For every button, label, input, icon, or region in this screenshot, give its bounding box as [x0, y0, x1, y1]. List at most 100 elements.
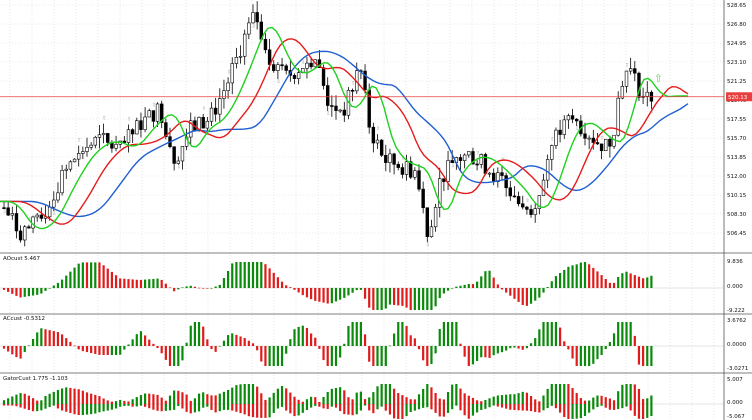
ac-histogram-bar	[189, 325, 192, 346]
fractal-marker: ⇩	[252, 23, 256, 29]
candle-body	[247, 22, 251, 35]
gator-lower-bar	[189, 404, 192, 414]
gator-lower-bar	[480, 404, 483, 410]
ao-indicator-pane[interactable]	[0, 262, 724, 310]
gator-upper-bar	[608, 398, 611, 404]
candle-body	[458, 157, 463, 161]
candle-body	[72, 158, 77, 163]
gator-tick-bottom: -5.067	[727, 414, 745, 420]
gator-lower-bar	[19, 404, 22, 408]
ac-histogram-bar	[173, 346, 176, 366]
candle-body	[562, 119, 566, 135]
ac-histogram-bar	[405, 325, 408, 346]
gator-lower-bar	[119, 404, 122, 407]
ac-histogram-bar	[197, 322, 201, 346]
gator-lower-bar	[297, 404, 300, 416]
ao-histogram-bar	[139, 279, 143, 288]
ao-histogram-bar	[27, 288, 30, 297]
ac-histogram-bar	[256, 346, 259, 351]
gator-upper-bar	[542, 395, 545, 404]
gator-lower-bar	[206, 404, 209, 407]
ao-histogram-bar	[546, 286, 549, 288]
ao-histogram-bar	[98, 262, 101, 288]
gator-upper-bar	[214, 395, 217, 404]
candle-body	[280, 64, 284, 67]
gator-upper-bar	[339, 387, 342, 404]
ac-indicator-pane[interactable]	[0, 322, 724, 366]
ao-histogram-bar	[554, 276, 558, 288]
ao-histogram-bar	[2, 288, 6, 290]
ac-histogram-bar	[380, 346, 383, 366]
gator-upper-bar	[227, 389, 230, 404]
gator-lower-bar	[15, 404, 18, 407]
ao-histogram-bar	[476, 281, 479, 288]
gator-lower-bar	[23, 404, 26, 409]
price-pane[interactable]: ⇩⇧⇩⇧⇧ ⇧⇧⇩⇧⇧⇩⇩⇧⇩⇧⇧⇧⇩⇩⇧⇧⇧⇧⇩⇧⇧⇩⇧	[0, 1, 724, 248]
gator-upper-bar	[85, 392, 89, 404]
gator-lower-bar	[517, 404, 520, 411]
candle-body	[583, 133, 587, 139]
ao-histogram-bar	[197, 287, 201, 289]
candle-body	[309, 62, 313, 68]
candle-body	[500, 172, 504, 176]
ac-histogram-bar	[260, 346, 263, 362]
ao-histogram-bar	[135, 279, 138, 288]
ac-histogram-bar	[646, 346, 649, 366]
gator-lower-bar	[52, 404, 55, 406]
gator-upper-bar	[637, 388, 641, 404]
gator-upper-bar	[612, 400, 616, 404]
gator-lower-bar	[409, 404, 412, 412]
gator-indicator-pane[interactable]	[0, 384, 724, 419]
gator-upper-bar	[351, 399, 354, 404]
gator-upper-bar	[633, 384, 636, 404]
ao-histogram-bar	[509, 288, 512, 296]
ao-histogram-bar	[40, 288, 43, 294]
ao-histogram-bar	[310, 288, 313, 300]
candle-body	[189, 120, 193, 138]
gator-upper-bar	[272, 392, 275, 404]
candle-body	[272, 64, 276, 71]
ac-histogram-bar	[40, 328, 43, 346]
fractal-marker: ⇧	[401, 156, 405, 162]
ac-histogram-bar	[579, 346, 582, 366]
gator-lower-bar	[185, 404, 188, 412]
ao-histogram-bar	[48, 288, 51, 289]
ac-histogram-bar	[642, 346, 645, 366]
ac-histogram-bar	[459, 343, 462, 346]
ac-histogram-bar	[48, 330, 51, 346]
gator-upper-bar	[596, 395, 599, 404]
ac-histogram-bar	[612, 333, 616, 346]
candle-body	[433, 207, 438, 228]
ao-histogram-bar	[114, 275, 118, 288]
gator-lower-bar	[567, 404, 570, 419]
gator-upper-bar	[181, 392, 184, 404]
candle-body	[276, 64, 280, 71]
ao-histogram-bar	[256, 262, 259, 288]
fractal-marker: ⇧	[476, 150, 480, 156]
gator-lower-bar	[156, 404, 159, 411]
ao-histogram-bar	[202, 288, 205, 289]
ao-tick-bottom: -9.222	[727, 308, 745, 314]
gator-lower-bar	[102, 404, 105, 412]
ao-axis: 9.836 0.000 -9.222	[727, 259, 745, 314]
candle-body	[429, 226, 434, 237]
ao-histogram-bar	[65, 275, 68, 288]
gator-upper-bar	[243, 384, 246, 404]
gator-upper-bar	[144, 393, 147, 404]
gator-lower-bar	[81, 404, 84, 416]
ao-histogram-bar	[23, 288, 26, 297]
candle-body	[529, 209, 533, 215]
gator-lower-bar	[7, 404, 10, 406]
candle-body	[392, 153, 396, 165]
ac-histogram-bar	[604, 346, 607, 350]
ao-histogram-bar	[393, 288, 396, 305]
gator-lower-bar	[621, 404, 624, 409]
ac-histogram-bar	[442, 322, 445, 346]
candle-body	[533, 208, 537, 215]
candle-body	[10, 213, 14, 216]
ac-histogram-bar	[521, 346, 524, 350]
ac-histogram-bar	[363, 334, 367, 346]
ao-histogram-bar	[85, 262, 89, 288]
ac-histogram-bar	[44, 329, 47, 346]
